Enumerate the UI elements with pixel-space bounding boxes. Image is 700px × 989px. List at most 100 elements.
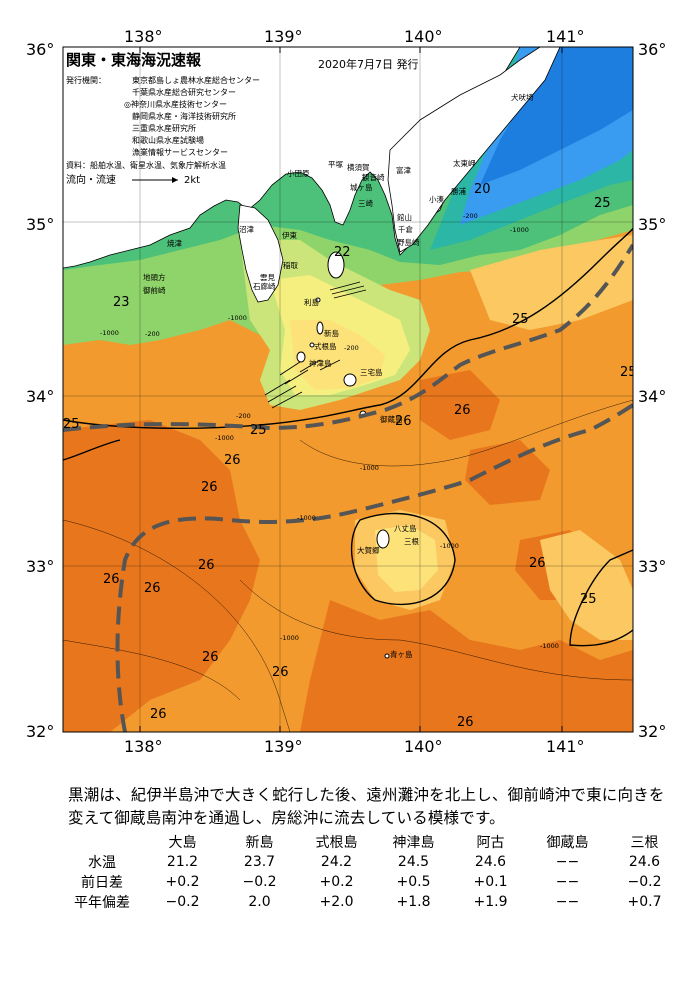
warm-core-patch	[420, 370, 500, 440]
issuer: 東京都島しょ農林水産総合センター	[132, 75, 260, 85]
place-label: 千倉	[398, 224, 413, 234]
table-cell: −0.2	[165, 894, 200, 910]
lon-label-bottom: 140°	[404, 737, 443, 756]
place-label: 犬吠埼	[511, 92, 534, 102]
map-frame	[62, 46, 634, 733]
arrowhead-icon	[172, 177, 178, 183]
temp-label: 26	[103, 572, 120, 587]
table-corner	[60, 832, 144, 852]
temp-label: 26	[202, 650, 219, 665]
column-header: 式根島	[315, 835, 358, 851]
kuroshio-axis	[63, 243, 633, 732]
current-vectors	[264, 281, 367, 409]
issuer-list: 東京都島しょ農林水産総合センター 千葉県水産総合研究センター ◎神奈川県水産技術…	[124, 75, 260, 157]
temp-label: 25	[63, 417, 80, 432]
issuer: 静岡県水産・海洋技術研究所	[132, 111, 236, 121]
place-label: 観音崎	[362, 172, 385, 182]
isotherms	[63, 227, 633, 647]
depth-label: -1000	[280, 634, 299, 642]
place-label: 横須賀	[347, 162, 370, 172]
column-header: 阿古	[476, 835, 505, 851]
temperature-labels: 20 22 23 25 25 25 25 25 25 26 26 26 26 2…	[63, 182, 637, 730]
temp-label: 25	[512, 312, 529, 327]
lon-label-bottom: 141°	[546, 737, 585, 756]
observation-table: 大島 新島 式根島 神津島 阿古 御蔵島 三根 水温 21.2 23.7 24.…	[60, 832, 683, 912]
axis-labels: 138° 139° 140° 141° 138° 139° 140° 141° …	[26, 27, 666, 756]
current-legend-scale: 2kt	[184, 175, 200, 186]
island-niijima	[316, 321, 324, 335]
table-cell: +0.7	[627, 894, 662, 910]
issuer: 漁業情報サービスセンター	[132, 147, 228, 157]
issuer: ◎神奈川県水産技術センター	[124, 99, 227, 109]
temp-label: 26	[224, 453, 241, 468]
issuer: 和歌山県水産試験場	[132, 135, 204, 145]
lon-label-top: 140°	[404, 27, 443, 46]
place-label: 三根	[404, 536, 419, 546]
depth-label: -200	[145, 330, 160, 338]
lat-label-left: 36°	[26, 40, 54, 59]
depth-label: -1000	[440, 542, 459, 550]
land-izu-peninsula	[237, 204, 284, 303]
table-cell: +0.1	[473, 874, 508, 890]
lat-label-left: 34°	[26, 387, 54, 406]
column-header: 大島	[168, 835, 197, 851]
temp-label: 25	[594, 196, 611, 211]
temp-label: 23	[113, 295, 130, 310]
row-header: 前日差	[81, 875, 123, 891]
axis-ticks	[139, 47, 563, 732]
temp-label: 20	[474, 182, 491, 197]
table-cell: +2.0	[319, 894, 354, 910]
summary-text: 黒潮は、紀伊半島沖で大きく蛇行した後、遠州灘沖を北上し、御前崎沖で東に向きを変え…	[68, 786, 665, 827]
place-label: 三宅島	[360, 367, 383, 377]
island-aogashima	[384, 653, 390, 659]
current-legend-label: 流向・流速	[66, 173, 116, 186]
temp-label: 25	[250, 423, 267, 438]
depth-label: -1000	[215, 434, 234, 442]
depth-labels: -1000 -200 -200 -1000 -200 -1000 -200 -1…	[100, 212, 559, 650]
land-boso-peninsula	[387, 47, 561, 253]
table-cell: +0.2	[165, 874, 200, 890]
place-label: 富津	[396, 165, 411, 175]
temp-label: 26	[529, 556, 546, 571]
place-label: 三崎	[358, 198, 373, 208]
depth-label: -200	[463, 212, 478, 220]
table-cell: +1.9	[473, 894, 508, 910]
table-row: 水温 21.2 23.7 24.2 24.5 24.6 −− 24.6	[60, 852, 683, 872]
table-cell: −−	[555, 894, 580, 910]
row-header: 水温	[88, 855, 116, 871]
sea-temperature-map: 20 22 23 25 25 25 25 25 25 26 26 26 26 2…	[26, 27, 666, 756]
place-label: 式根島	[314, 341, 337, 351]
issuers-label: 発行機関：	[66, 75, 106, 85]
place-label: 神津島	[309, 358, 332, 368]
temp-label: 26	[395, 414, 412, 429]
place-label: 野島崎	[397, 237, 420, 247]
place-label: 城ヶ島	[350, 182, 373, 192]
depth-label: -1000	[540, 642, 559, 650]
lat-label-left: 35°	[26, 215, 54, 234]
place-label: 利島	[304, 297, 319, 307]
column-header: 三根	[630, 835, 659, 851]
graticule	[63, 47, 633, 732]
temp-label: 26	[144, 581, 161, 596]
island-oshima	[327, 251, 345, 279]
temp-label: 25	[620, 365, 637, 380]
lon-label-top: 138°	[124, 27, 163, 46]
place-label: 小湊	[429, 194, 444, 204]
table-cell: 23.7	[243, 854, 276, 870]
row-header: 平年偏差	[74, 895, 130, 911]
data-source: 資料：船舶水温、衛星水温、気象庁解析水温	[66, 160, 226, 170]
place-label: 平塚	[328, 160, 343, 169]
lat-label-right: 35°	[638, 215, 666, 234]
place-label: 小田原	[287, 169, 310, 178]
place-label: 石廊崎	[253, 281, 276, 291]
lon-label-bottom: 139°	[264, 737, 303, 756]
depth-label: -1000	[100, 329, 119, 337]
place-label: 八丈島	[394, 523, 417, 533]
place-label: 稲取	[283, 260, 298, 270]
warm-tongue	[540, 530, 633, 640]
depth-label: -1000	[297, 514, 316, 522]
lat-label-left: 32°	[26, 722, 54, 741]
island-hachijojima	[376, 529, 390, 549]
table-cell: 2.0	[248, 894, 271, 910]
map-title: 関東・東海海況速報	[66, 51, 202, 69]
